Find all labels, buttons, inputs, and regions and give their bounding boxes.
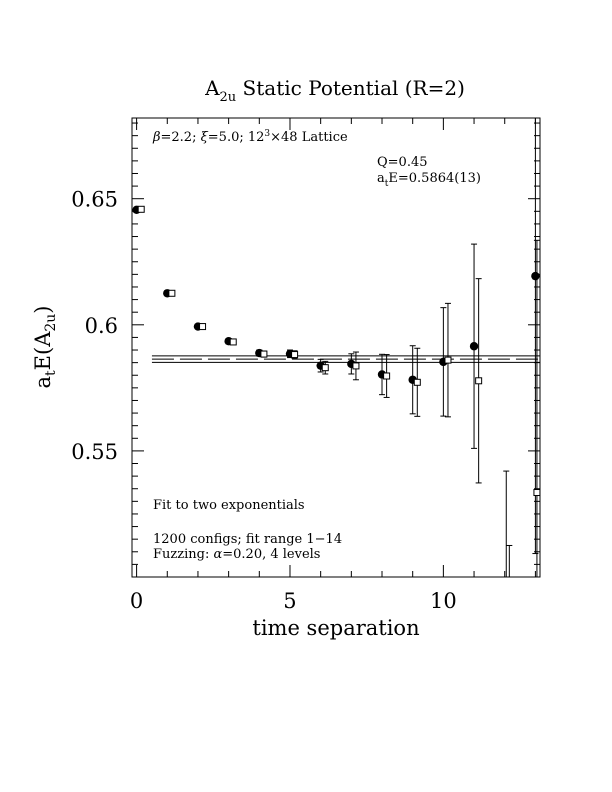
data-point-square: [199, 323, 207, 331]
data-point-square: [260, 350, 268, 358]
data-point-square: [321, 364, 329, 372]
configs-annotation: 1200 configs; fit range 1−14: [153, 532, 342, 547]
plot-frame: [131, 117, 541, 578]
y-tick-label: 0.65: [71, 188, 118, 212]
plot-area: [131, 117, 541, 578]
data-point-square: [168, 289, 176, 297]
data-point-circle: [469, 342, 479, 351]
energy-annotation: atE=0.5864(13): [377, 171, 481, 189]
data-point-square: [533, 489, 541, 497]
data-point-square: [229, 338, 237, 346]
y-axis-label: atE(A2u): [31, 305, 59, 388]
data-point-square: [137, 205, 145, 213]
fuzzing-annotation: Fuzzing: α=0.20, 4 levels: [153, 547, 320, 562]
y-tick-label: 0.6: [85, 314, 118, 338]
y-tick-label: 0.55: [71, 440, 118, 464]
x-tick-label: 5: [283, 589, 296, 613]
data-point-square: [413, 378, 421, 386]
x-axis-label: time separation: [252, 616, 419, 640]
lattice-annotation: β=2.2; ξ=5.0; 123×48 Lattice: [152, 129, 348, 145]
data-point-square: [383, 372, 391, 380]
data-point-square: [352, 362, 360, 370]
x-tick-label: 10: [430, 589, 457, 613]
fit-annotation: Fit to two exponentials: [153, 498, 305, 513]
data-point-square: [444, 356, 452, 364]
x-tick-labels: 0 5 10: [130, 589, 457, 613]
q-annotation: Q=0.45: [377, 155, 428, 170]
fit-band: [151, 355, 540, 363]
data-markers: [132, 205, 541, 497]
data-point-circle: [531, 271, 540, 281]
chart-title: A2u Static Potential (R=2): [204, 76, 465, 105]
y-tick-labels: 0.55 0.6 0.65: [71, 188, 118, 464]
data-point-square: [291, 351, 299, 359]
data-point-square: [475, 377, 483, 385]
x-tick-label: 0: [130, 589, 143, 613]
